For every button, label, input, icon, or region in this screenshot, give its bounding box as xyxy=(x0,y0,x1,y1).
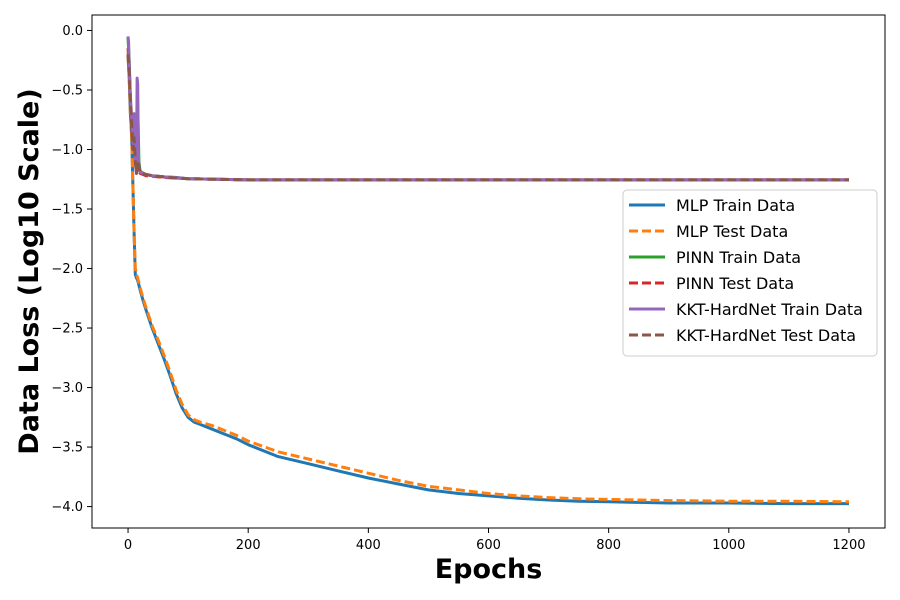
legend-entry: KKT-HardNet Test Data xyxy=(676,326,856,345)
x-tick-label: 800 xyxy=(596,538,621,553)
series-line-2 xyxy=(126,54,850,504)
y-tick-label: −3.0 xyxy=(51,381,83,396)
y-tick-label: −1.0 xyxy=(51,143,83,158)
x-tick-label: 0 xyxy=(124,538,132,553)
y-tick-label: −1.5 xyxy=(51,203,83,218)
x-tick-label: 1200 xyxy=(832,538,865,553)
series-line-6 xyxy=(126,54,849,182)
legend-box xyxy=(622,189,878,357)
series-layer xyxy=(126,36,850,506)
x-tick-label: 1000 xyxy=(712,538,745,553)
x-axis-label: Epochs xyxy=(435,554,543,585)
x-tick-label: 400 xyxy=(356,538,381,553)
legend-entry: MLP Test Data xyxy=(676,222,788,241)
y-tick-label: −2.5 xyxy=(51,322,83,337)
legend-entry: PINN Train Data xyxy=(676,248,801,267)
y-tick-label: −3.5 xyxy=(51,441,83,456)
legend-entry: PINN Test Data xyxy=(676,274,794,293)
legend: MLP Train Data MLP Test Data PINN Train Da… xyxy=(622,189,878,357)
x-tick-label: 200 xyxy=(236,538,261,553)
y-axis-label: Data Loss (Log10 Scale) xyxy=(14,88,45,454)
y-tick-label: −0.5 xyxy=(51,83,83,98)
y-tick-label: −4.0 xyxy=(51,500,83,515)
y-tick-label: −2.0 xyxy=(51,262,83,277)
x-axis-ticks: 0 200 400 600 800 1000 1200 xyxy=(124,528,866,553)
legend-entry: MLP Train Data xyxy=(676,196,795,215)
y-axis-ticks: 0.0 −0.5 −1.0 −1.5 −2.0 −2.5 −3.0 −3.5 −4.0 xyxy=(51,24,92,515)
y-tick-label: 0.0 xyxy=(62,24,83,39)
x-tick-label: 600 xyxy=(476,538,501,553)
legend-entry: KKT-HardNet Train Data xyxy=(676,300,863,319)
